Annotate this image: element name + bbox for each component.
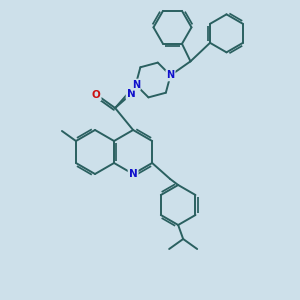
Text: N: N xyxy=(127,89,136,99)
Text: N: N xyxy=(132,80,140,90)
Text: O: O xyxy=(92,90,100,100)
Text: N: N xyxy=(129,169,137,179)
Text: N: N xyxy=(167,70,175,80)
